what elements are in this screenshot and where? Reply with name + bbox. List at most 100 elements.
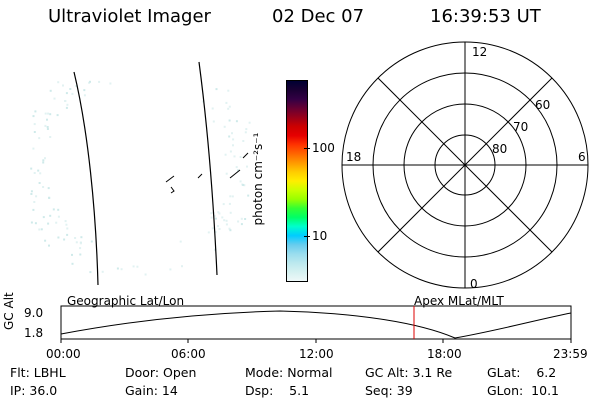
emission-pixel [57,208,60,211]
status-mode: Mode: Normal [245,365,333,380]
geographic-image-panel [30,61,251,286]
mlat-label-60: 60 [535,98,550,112]
emission-pixel [218,212,221,215]
timeline-left-label: Geographic Lat/Lon [67,294,185,308]
emission-pixel [228,227,231,230]
emission-pixel [39,172,42,175]
emission-pixel [98,80,101,83]
emission-pixel [30,193,33,195]
instrument-title: Ultraviolet Imager [48,6,211,27]
status-glat: GLat: 6.2 [487,365,557,380]
observation-time: 16:39:53 UT [430,6,541,27]
emission-pixel [79,253,82,256]
emission-pixel [246,165,248,168]
emission-pixel [228,202,231,205]
emission-pixel [227,107,230,110]
mlt-label-6: 6 [578,150,586,164]
emission-pixel [243,184,246,187]
emission-pixel [239,180,242,183]
emission-pixel [42,161,45,164]
emission-pixel [225,219,228,222]
emission-pixel [37,169,40,172]
observation-date: 02 Dec 07 [272,6,365,27]
status-glon: GLon: 10.1 [487,383,559,398]
emission-pixel [79,242,82,245]
emission-pixel [233,155,236,158]
x-tick-2359: 23:59 [553,347,588,361]
emission-pixel [32,208,35,211]
emission-pixel [30,167,33,170]
emission-pixel [44,157,46,160]
emission-pixel [33,201,36,203]
emission-pixel [33,123,36,126]
emission-pixel [217,225,219,228]
emission-pixel [240,223,243,226]
emission-pixel [221,216,224,219]
emission-pixel [49,214,52,217]
emission-pixel [227,89,230,92]
emission-pixel [65,223,68,226]
emission-pixel [57,215,60,218]
emission-pixel [215,88,218,91]
polar-diagonal-2 [377,77,553,253]
coastline-fragments [165,152,249,194]
emission-pixel [48,244,50,247]
emission-pixel [33,172,36,174]
emission-pixel [66,233,69,236]
emission-pixel [30,221,33,224]
emission-pixel [212,120,215,123]
emission-pixel [144,273,147,276]
emission-pixel [228,135,231,138]
emission-pixel [80,236,83,239]
emission-pixel [33,131,36,133]
emission-pixel [116,267,119,270]
colorbar-tickmark-100 [304,148,310,149]
emission-pixel [210,216,213,219]
emission-pixel [49,113,52,116]
x-tick-1800: 18:00 [427,347,462,361]
emission-pixel [47,187,50,190]
status-dsp: Dsp: 5.1 [245,383,310,398]
mlat-label-70: 70 [513,120,528,134]
x-tick-1200: 12:00 [299,347,334,361]
emission-pixel [46,118,48,121]
timeline-frame [60,305,572,340]
timeline-y-high: 9.0 [24,306,44,320]
emission-pixel [38,137,41,140]
emission-pixel [46,126,49,128]
emission-pixel [217,211,220,214]
emission-pixel [42,216,45,219]
mlat-label-80: 80 [492,142,507,156]
emission-pixel [53,97,56,100]
emission-pixel [32,147,35,150]
emission-pixel [179,240,182,243]
emission-pixel [132,265,135,268]
emission-pixel [223,219,226,222]
mlt-label-12: 12 [472,45,487,59]
auroral-emission-speckle [30,80,251,276]
emission-pixel [245,128,248,131]
timeline-y-low: 1.8 [24,326,44,340]
emission-pixel [83,94,86,97]
emission-pixel [244,218,247,220]
emission-pixel [225,101,228,104]
emission-pixel [231,195,234,198]
emission-pixel [30,190,33,193]
emission-pixel [181,265,183,268]
emission-pixel [237,220,240,223]
polar-mlt-grid: 12 0 18 6 60 70 80 [341,41,589,291]
emission-pixel [65,92,68,95]
emission-pixel [64,100,67,102]
emission-pixel [225,223,228,226]
emission-pixel [71,262,74,265]
emission-pixel [242,140,245,142]
colorbar-tick-100: 100 [312,141,335,155]
colorbar-tickmark-10 [304,236,310,237]
emission-pixel [222,203,225,206]
x-tick-0600: 06:00 [171,347,206,361]
emission-pixel [229,211,232,214]
emission-pixel [211,227,214,230]
emission-pixel [101,270,104,273]
emission-pixel [214,217,217,220]
emission-pixel [210,212,213,215]
